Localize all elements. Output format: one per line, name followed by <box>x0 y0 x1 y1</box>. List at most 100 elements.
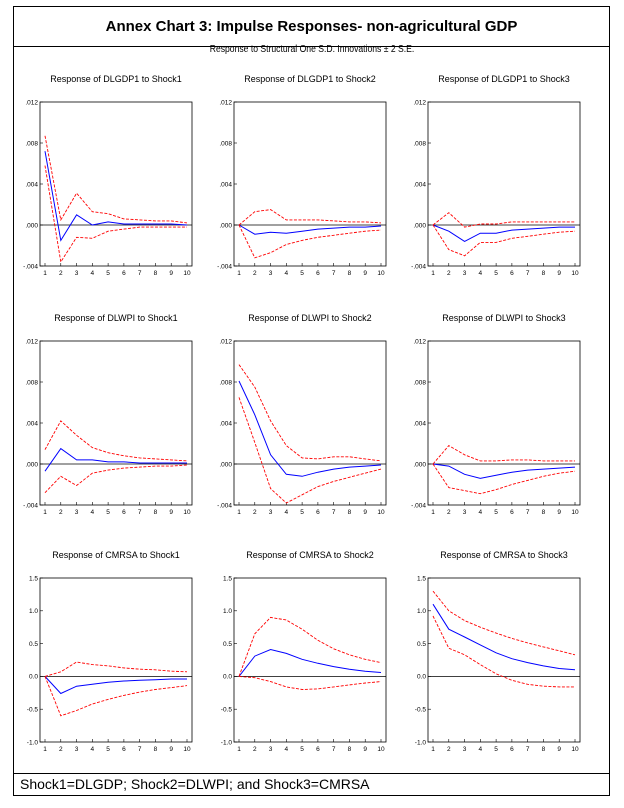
panel-9-ytick-label: -0.5 <box>415 707 427 714</box>
panel-9-ytick-label: -1.0 <box>415 739 427 746</box>
panel-3-xtick-label: 8 <box>542 270 546 277</box>
panel-8-ytick-label: -0.5 <box>221 707 233 714</box>
chart-subtitle: Response to Structural One S.D. Innovati… <box>209 44 415 55</box>
panel-1-xtick-label: 1 <box>43 270 47 277</box>
panel-3-title: Response of DLGDP1 to Shock3 <box>438 74 570 84</box>
panel-4-xtick-label: 4 <box>91 509 95 516</box>
panel-6-ytick-label: .008 <box>413 379 426 386</box>
panel-1-xtick-label: 2 <box>59 270 63 277</box>
panel-5-ytick-label: .004 <box>219 420 232 427</box>
panel-8-xtick-label: 8 <box>348 746 352 753</box>
panel-2-xtick-label: 5 <box>300 270 304 277</box>
panel-5-title: Response of DLWPI to Shock2 <box>248 313 371 323</box>
panel-3-ytick-label: .000 <box>413 222 426 229</box>
panel-4-xtick-label: 3 <box>75 509 79 516</box>
panel-6-lower-line <box>432 463 576 495</box>
panel-8-ytick-label: 1.0 <box>223 608 232 615</box>
panel-4-xtick-label: 2 <box>59 509 63 516</box>
panel-2-ytick-label: .000 <box>219 222 232 229</box>
panel-5-upper-line <box>238 364 382 462</box>
panel-2-xtick-label: 3 <box>269 270 273 277</box>
panel-5-xtick-label: 1 <box>237 509 241 516</box>
panel-2-xtick-label: 10 <box>377 270 385 277</box>
panel-9-plot-area <box>427 577 581 743</box>
panel-5-xtick-label: 4 <box>285 509 289 516</box>
panel-1-ytick-label: -.004 <box>23 263 38 270</box>
panel-5-xtick-label: 3 <box>269 509 273 516</box>
panel-5-ytick-label: .008 <box>219 379 232 386</box>
panel-7-upper-line <box>44 661 188 677</box>
panel-7-xtick-label: 7 <box>138 746 142 753</box>
panel-6-ytick-label: .004 <box>413 420 426 427</box>
panel-7-ytick-label: 0.0 <box>29 674 38 681</box>
panel-4-xtick-label: 8 <box>154 509 158 516</box>
panel-7-xtick-label: 9 <box>169 746 173 753</box>
panel-9-ytick-label: 1.5 <box>417 575 426 582</box>
panel-4-ytick-label: -.004 <box>23 502 38 509</box>
panel-8-lower-line <box>238 675 382 690</box>
panel-8-xtick-label: 3 <box>269 746 273 753</box>
panel-2-xtick-label: 4 <box>285 270 289 277</box>
panel-4-ytick-label: .012 <box>25 338 38 345</box>
panel-3-xtick-label: 2 <box>447 270 451 277</box>
panel-7-xtick-label: 6 <box>122 746 126 753</box>
panel-6-plot-area <box>427 340 581 506</box>
panel-6-xtick-label: 2 <box>447 509 451 516</box>
panel-3-ytick-label: .012 <box>413 99 426 106</box>
panel-9-xtick-label: 3 <box>463 746 467 753</box>
panel-1-ytick-label: .012 <box>25 99 38 106</box>
chart-title: Annex Chart 3: Impulse Responses- non-ag… <box>14 7 609 47</box>
panel-2-xtick-label: 8 <box>348 270 352 277</box>
panel-7-xtick-label: 3 <box>75 746 79 753</box>
panel-2-xtick-label: 6 <box>316 270 320 277</box>
panel-9-xtick-label: 1 <box>431 746 435 753</box>
panel-9-upper-line <box>432 590 576 656</box>
panel-7-xtick-label: 1 <box>43 746 47 753</box>
panel-9-xtick-label: 2 <box>447 746 451 753</box>
panel-2-lower-line <box>238 224 382 259</box>
panel-9-xtick-label: 5 <box>494 746 498 753</box>
panel-5-ytick-label: .000 <box>219 461 232 468</box>
panel-2-ytick-label: -.004 <box>217 263 232 270</box>
panel-9-response-line <box>432 603 576 671</box>
panel-6-title: Response of DLWPI to Shock3 <box>442 313 565 323</box>
panel-4-title: Response of DLWPI to Shock1 <box>54 313 177 323</box>
panel-2-response-line <box>238 224 382 235</box>
panel-9-xtick-label: 6 <box>510 746 514 753</box>
panel-5-ytick-label: .012 <box>219 338 232 345</box>
panel-7-plot-area <box>39 577 193 743</box>
panel-4-xtick-label: 5 <box>106 509 110 516</box>
panel-4-upper-line <box>44 420 188 462</box>
panel-5-xtick-label: 8 <box>348 509 352 516</box>
panel-4-ytick-label: .008 <box>25 379 38 386</box>
panel-5-response-line <box>238 380 382 477</box>
panel-8-ytick-label: 0.5 <box>223 641 232 648</box>
panel-9-ytick-label: 0.0 <box>417 674 426 681</box>
panel-4-lower-line <box>44 464 188 494</box>
panel-7-ytick-label: -0.5 <box>27 707 39 714</box>
panel-8-title: Response of CMRSA to Shock2 <box>246 550 374 560</box>
panel-8-upper-line <box>238 616 382 677</box>
panel-2-xtick-label: 7 <box>332 270 336 277</box>
panel-1-plot-area <box>39 101 193 267</box>
panel-5-xtick-label: 10 <box>377 509 385 516</box>
chart-frame: Annex Chart 3: Impulse Responses- non-ag… <box>13 6 610 796</box>
panel-6-ytick-label: .000 <box>413 461 426 468</box>
panel-2-ytick-label: .008 <box>219 140 232 147</box>
panel-9-xtick-label: 8 <box>542 746 546 753</box>
panel-8-xtick-label: 9 <box>363 746 367 753</box>
panel-6-xtick-label: 1 <box>431 509 435 516</box>
panel-2-ytick-label: .012 <box>219 99 232 106</box>
panel-3-xtick-label: 4 <box>479 270 483 277</box>
panel-7-lower-line <box>44 676 188 717</box>
panel-8-response-line <box>238 648 382 677</box>
panel-1-xtick-label: 6 <box>122 270 126 277</box>
panel-8-xtick-label: 1 <box>237 746 241 753</box>
panel-1-xtick-label: 8 <box>154 270 158 277</box>
panel-2-xtick-label: 2 <box>253 270 257 277</box>
panel-7-ytick-label: 0.5 <box>29 641 38 648</box>
panel-7-ytick-label: 1.5 <box>29 575 38 582</box>
panel-7-ytick-label: -1.0 <box>27 739 39 746</box>
panel-1-xtick-label: 7 <box>138 270 142 277</box>
panel-8-xtick-label: 10 <box>377 746 385 753</box>
